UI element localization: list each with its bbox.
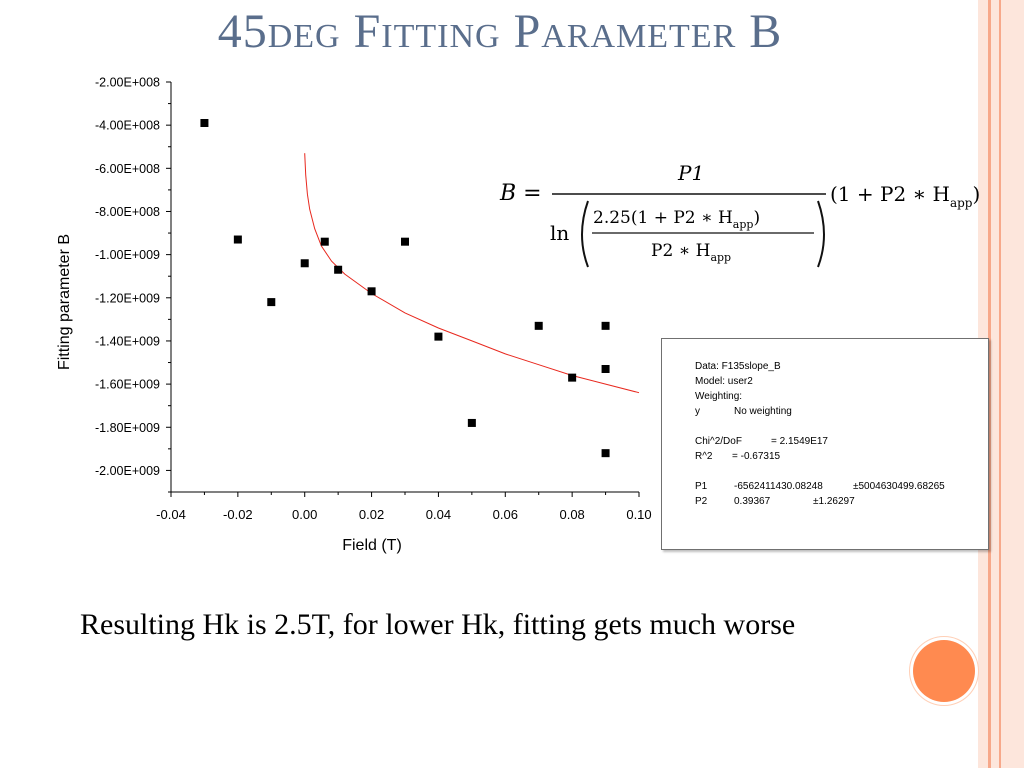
formula-inner-numerator: 2.25(1 + P2 ∗ Happ) bbox=[593, 208, 760, 231]
formula-right-paren bbox=[817, 200, 825, 268]
x-tick-label: 0.10 bbox=[626, 507, 651, 522]
x-tick-label: 0.02 bbox=[359, 507, 384, 522]
formula-left-paren bbox=[581, 200, 589, 268]
decor-stripe-4 bbox=[999, 0, 1001, 768]
data-point bbox=[233, 235, 242, 244]
x-tick-label: -0.04 bbox=[156, 507, 186, 522]
y-tick-label: -4.00E+008 bbox=[95, 119, 160, 133]
slide-caption: Resulting Hk is 2.5T, for lower Hk, fitt… bbox=[80, 608, 796, 641]
info-line-data: Data: F135slope_B bbox=[695, 361, 781, 372]
x-tick-label: 0.04 bbox=[426, 507, 451, 522]
y-tick-label: -1.60E+009 bbox=[95, 378, 160, 392]
info-line-p2: P2 0.39367 ±1.26297 bbox=[695, 496, 855, 507]
formula-factor: (1 + P2 ∗ Happ) bbox=[830, 182, 980, 210]
y-tick-label: -8.00E+008 bbox=[95, 205, 160, 219]
data-point bbox=[467, 418, 476, 427]
fit-results-box: Data: F135slope_B Model: user2 Weighting… bbox=[661, 338, 989, 550]
y-tick-label: -6.00E+008 bbox=[95, 162, 160, 176]
data-point bbox=[267, 298, 276, 307]
x-tick-label: 0.06 bbox=[493, 507, 518, 522]
data-point bbox=[601, 449, 610, 458]
decor-circle bbox=[913, 640, 975, 702]
x-tick-label: 0.00 bbox=[292, 507, 317, 522]
data-point bbox=[601, 365, 610, 373]
info-line-weighting: Weighting: bbox=[695, 391, 743, 402]
formula-lhs: B = bbox=[499, 181, 542, 206]
decor-stripe-3 bbox=[991, 0, 999, 768]
y-tick-label: -2.00E+009 bbox=[95, 464, 160, 478]
y-tick-label: -2.00E+008 bbox=[95, 76, 160, 90]
data-point bbox=[334, 265, 343, 274]
y-tick-label: -1.20E+009 bbox=[95, 291, 160, 305]
formula-numerator: P1 bbox=[677, 161, 704, 185]
scatter-chart: -0.04 -0.02 0.00 0.02 0.04 0.06 0.08 0.10 -2.00E… bbox=[56, 76, 652, 555]
formula-inner-denominator: P2 ∗ Happ bbox=[651, 241, 731, 264]
x-tick-label: 0.08 bbox=[559, 507, 584, 522]
x-axis-label: Field (T) bbox=[342, 537, 402, 554]
data-point bbox=[434, 332, 443, 341]
decor-stripe-2 bbox=[988, 0, 991, 768]
info-line-chi2: Chi^2/DoF = 2.1549E17 bbox=[695, 436, 828, 447]
data-point bbox=[601, 321, 610, 330]
data-point bbox=[300, 259, 309, 268]
data-point bbox=[367, 287, 376, 296]
data-point bbox=[200, 119, 209, 127]
y-tick-label: -1.80E+009 bbox=[95, 421, 160, 435]
data-point bbox=[568, 373, 577, 382]
y-tick-label: -1.40E+009 bbox=[95, 334, 160, 348]
fit-formula: B = P1 ln 2.25(1 + P2 ∗ Happ) P2 ∗ Happ … bbox=[498, 155, 1013, 273]
formula-graphic: B = P1 ln 2.25(1 + P2 ∗ Happ) P2 ∗ Happ … bbox=[499, 161, 980, 268]
y-tick-label: -1.00E+009 bbox=[95, 248, 160, 262]
decor-stripe-5 bbox=[1001, 0, 1024, 768]
info-line-model: Model: user2 bbox=[695, 376, 753, 387]
info-line-r2: R^2 = -0.67315 bbox=[695, 451, 781, 462]
x-tick-label: -0.02 bbox=[223, 507, 253, 522]
data-point bbox=[401, 237, 409, 246]
info-line-p1: P1 -6562411430.08248 ±5004630499.68265 bbox=[695, 481, 945, 492]
info-line-y: y No weighting bbox=[695, 406, 792, 417]
slide-title: 45deg Fitting Parameter B bbox=[217, 5, 783, 58]
data-point bbox=[320, 237, 329, 246]
data-point bbox=[534, 321, 543, 330]
formula-ln: ln bbox=[550, 221, 569, 245]
y-axis-label: Fitting parameter B bbox=[56, 234, 73, 370]
